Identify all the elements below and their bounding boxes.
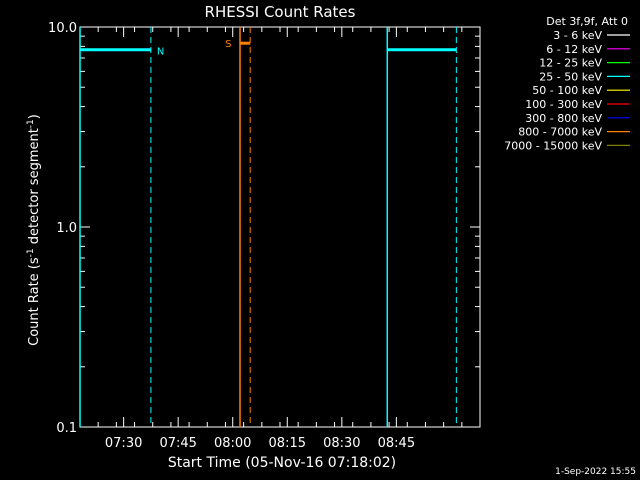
y-axis-label-end: ) (27, 114, 42, 119)
legend-label: 800 - 7000 keV (518, 126, 602, 139)
x-tick-label: 07:30 (105, 436, 142, 451)
x-tick-label: 08:30 (323, 436, 360, 451)
x-axis-ticks: 07:30 07:45 08:00 08:15 08:30 08:45 (79, 27, 481, 451)
y-axis-label-mid: detector segment (27, 128, 42, 248)
legend-label: 50 - 100 keV (532, 84, 602, 97)
legend-label: 7000 - 15000 keV (504, 139, 602, 152)
legend-label: 100 - 300 keV (525, 98, 602, 111)
y-axis-label-main: Count Rate (s (27, 257, 42, 346)
y-tick-label: 0.1 (56, 421, 77, 436)
timestamp: 1-Sep-2022 15:55 (555, 467, 636, 477)
attenuator-intervals: NS (79, 27, 457, 427)
x-tick-label: 08:45 (378, 436, 415, 451)
plot-frame (79, 26, 481, 428)
y-axis-label-sup2: -1 (26, 119, 36, 128)
legend-label: 6 - 12 keV (546, 43, 602, 56)
x-tick-label: 08:00 (214, 436, 251, 451)
legend-title: Det 3f,9f, Att 0 (546, 15, 628, 28)
legend-label: 25 - 50 keV (539, 70, 602, 83)
interval-label: N (157, 47, 164, 58)
legend-label: 3 - 6 keV (553, 29, 602, 42)
legend-label: 12 - 25 keV (539, 57, 602, 70)
x-axis-label: Start Time (05-Nov-16 07:18:02) (168, 455, 396, 471)
y-axis-label-sup1: -1 (26, 248, 36, 257)
y-tick-label: 1.0 (56, 221, 77, 236)
x-tick-label: 08:15 (269, 436, 306, 451)
x-tick-label: 07:45 (159, 436, 196, 451)
interval-label: S (225, 39, 231, 50)
legend-label: 300 - 800 keV (525, 112, 602, 125)
y-axis-ticks: 10.0 1.0 0.1 (48, 21, 480, 436)
y-axis-label: Count Rate (s-1 detector segment-1) (26, 114, 42, 346)
chart-title: RHESSI Count Rates (205, 3, 356, 21)
y-tick-label: 10.0 (48, 21, 77, 36)
